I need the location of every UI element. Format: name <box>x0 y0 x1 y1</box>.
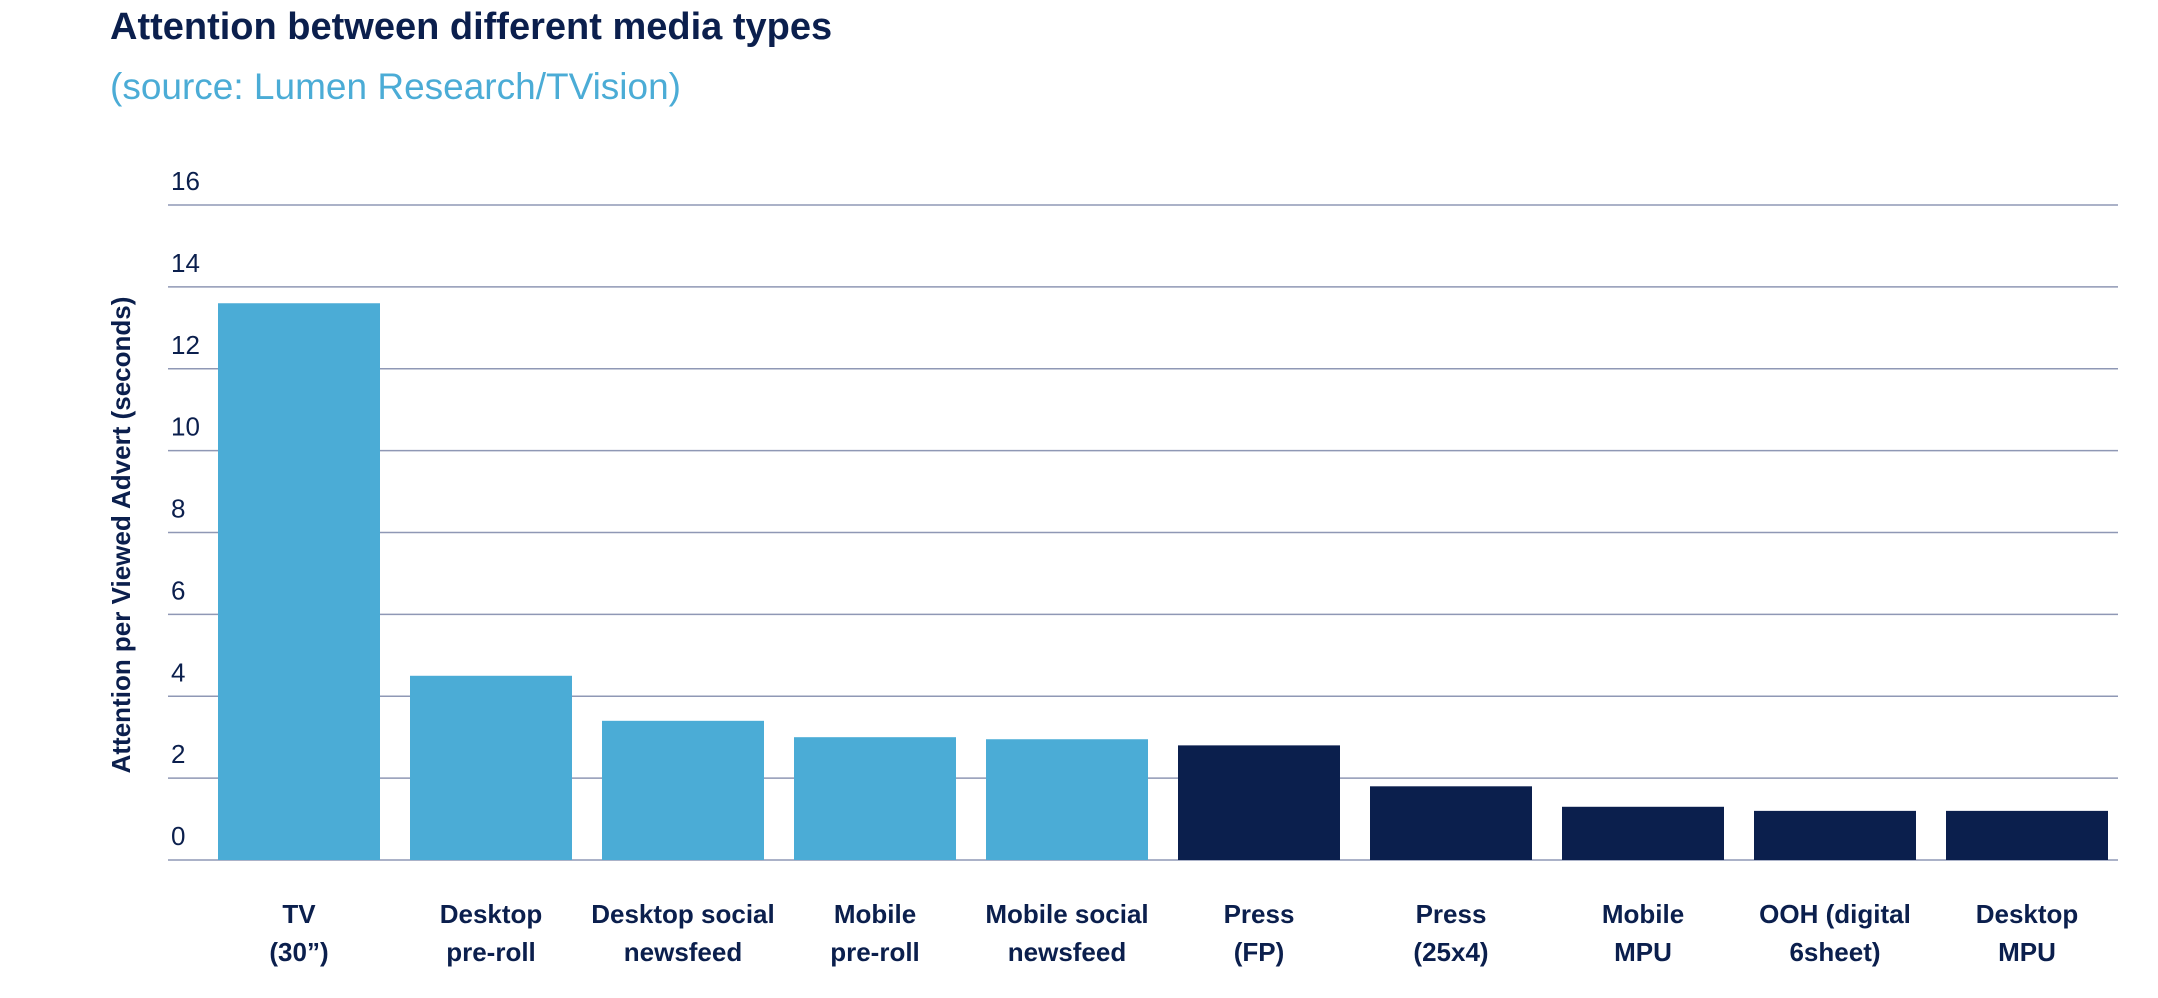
x-axis-categories: TV (30”) Desktop pre-roll Desktop social news… <box>269 899 2078 967</box>
chart-subtitle: (source: Lumen Research/TVision) <box>110 66 682 107</box>
x-category-label: Mobile <box>1602 899 1684 929</box>
x-category-label: (FP) <box>1234 937 1285 967</box>
x-category-label: newsfeed <box>624 937 743 967</box>
x-category-label: TV <box>282 899 316 929</box>
x-category-label: newsfeed <box>1008 937 1127 967</box>
y-tick-label: 6 <box>171 575 185 605</box>
bar <box>986 739 1148 860</box>
x-category-label: Press <box>1416 899 1487 929</box>
x-category-label: OOH (digital <box>1759 899 1911 929</box>
bar <box>1370 786 1532 860</box>
y-tick-label: 4 <box>171 657 185 687</box>
x-category-label: (30”) <box>269 937 328 967</box>
bars <box>218 303 2108 860</box>
y-tick-label: 0 <box>171 821 185 851</box>
bar <box>1754 810 1916 860</box>
y-tick-label: 12 <box>171 330 200 360</box>
x-category-label: 6sheet) <box>1789 937 1880 967</box>
y-tick-label: 16 <box>171 166 200 196</box>
x-category-label: Desktop <box>1976 899 2079 929</box>
y-axis-title: Attention per Viewed Advert (seconds) <box>106 297 136 774</box>
x-category-label: MPU <box>1998 937 2056 967</box>
x-category-label: Desktop social <box>591 899 775 929</box>
y-tick-label: 14 <box>171 248 200 278</box>
x-category-label: (25x4) <box>1413 937 1488 967</box>
bar <box>410 675 572 860</box>
bar <box>794 737 956 860</box>
x-category-label: Mobile social <box>985 899 1148 929</box>
chart-title: Attention between different media types <box>110 6 833 48</box>
y-tick-label: 2 <box>171 739 185 769</box>
bar <box>1178 745 1340 860</box>
bar <box>1562 806 1724 860</box>
y-tick-label: 10 <box>171 412 200 442</box>
gridlines <box>168 204 2118 861</box>
x-category-label: MPU <box>1614 937 1672 967</box>
x-category-label: pre-roll <box>446 937 536 967</box>
x-category-label: Desktop <box>440 899 543 929</box>
bar <box>1946 810 2108 860</box>
x-category-label: Press <box>1224 899 1295 929</box>
x-category-label: pre-roll <box>830 937 920 967</box>
bar <box>602 720 764 860</box>
y-axis-ticks: 0 2 4 6 8 10 12 14 16 <box>171 166 200 851</box>
y-tick-label: 8 <box>171 494 185 524</box>
x-category-label: Mobile <box>834 899 916 929</box>
bar <box>218 303 380 860</box>
